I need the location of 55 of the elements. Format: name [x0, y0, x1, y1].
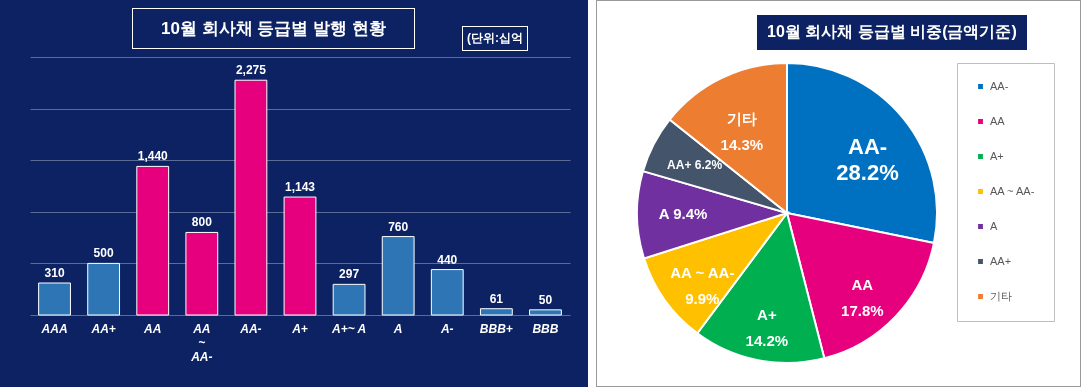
chart-title: 10월 회사채 등급별 발행 현황 — [132, 8, 415, 49]
data-label: 17.8% — [841, 301, 884, 319]
x-tick-label: AA ~ AA- — [190, 321, 213, 364]
bar — [381, 236, 415, 316]
data-label: 760 — [388, 219, 409, 234]
data-label: 310 — [44, 266, 65, 281]
x-tick-label: A+ — [291, 321, 308, 336]
legend-label: AA+ — [990, 254, 1012, 267]
slice-label: AA- — [847, 134, 888, 160]
data-label: 14.3% — [720, 136, 764, 154]
bar — [430, 269, 464, 316]
x-tick-label: A — [392, 321, 403, 336]
data-label: 14.2% — [745, 332, 789, 350]
text: (단위:십억 — [462, 26, 528, 51]
data-label: 500 — [93, 246, 114, 261]
data-label: 440 — [437, 252, 458, 267]
bar — [38, 282, 71, 316]
bar — [283, 196, 317, 316]
legend-label: A — [990, 219, 998, 232]
x-tick-label: A- — [439, 321, 454, 336]
bar — [234, 79, 268, 316]
data-label: 1,143 — [284, 180, 316, 195]
legend-label: AA — [990, 114, 1006, 127]
x-tick-label: BBB — [532, 321, 559, 336]
bar — [479, 308, 513, 316]
data-label: 297 — [339, 267, 360, 282]
bar — [87, 262, 121, 316]
slice-label: AA — [851, 275, 874, 293]
legend-label: AA ~ AA- — [990, 184, 1035, 197]
slice-label: A+ — [757, 306, 777, 324]
x-tick-label: BBB+ — [479, 321, 513, 336]
data-label: 800 — [191, 215, 213, 230]
legend-label: A+ — [990, 149, 1004, 162]
legend-label: AA- — [990, 79, 1009, 92]
x-tick-label: AA — [143, 321, 162, 336]
data-label: 61 — [489, 291, 504, 306]
x-tick-label: A+~ A — [330, 321, 367, 336]
data-label: 28.2% — [836, 160, 899, 186]
bar — [529, 309, 562, 316]
bar — [332, 283, 366, 316]
chart-title: 10월 회사채 등급별 비중(금액기준) — [757, 15, 1027, 50]
data-label: 9.9% — [685, 290, 720, 308]
data-label: 1,440 — [137, 149, 169, 164]
category-label: A 9.4% — [658, 205, 708, 223]
data-label: 2,275 — [235, 63, 267, 78]
slice-label: 기타 — [726, 110, 757, 128]
data-label: 50 — [538, 292, 553, 307]
bar — [185, 231, 219, 316]
x-tick-label: AAA — [40, 321, 68, 336]
category-label: AA+ 6.2% — [667, 158, 723, 173]
x-tick-label: AA+ — [90, 321, 116, 336]
bar — [136, 165, 170, 316]
x-tick-label: AA- — [239, 321, 262, 336]
legend-label: 기타 — [990, 289, 1012, 302]
slice-label: AA ~ AA- — [670, 264, 735, 282]
